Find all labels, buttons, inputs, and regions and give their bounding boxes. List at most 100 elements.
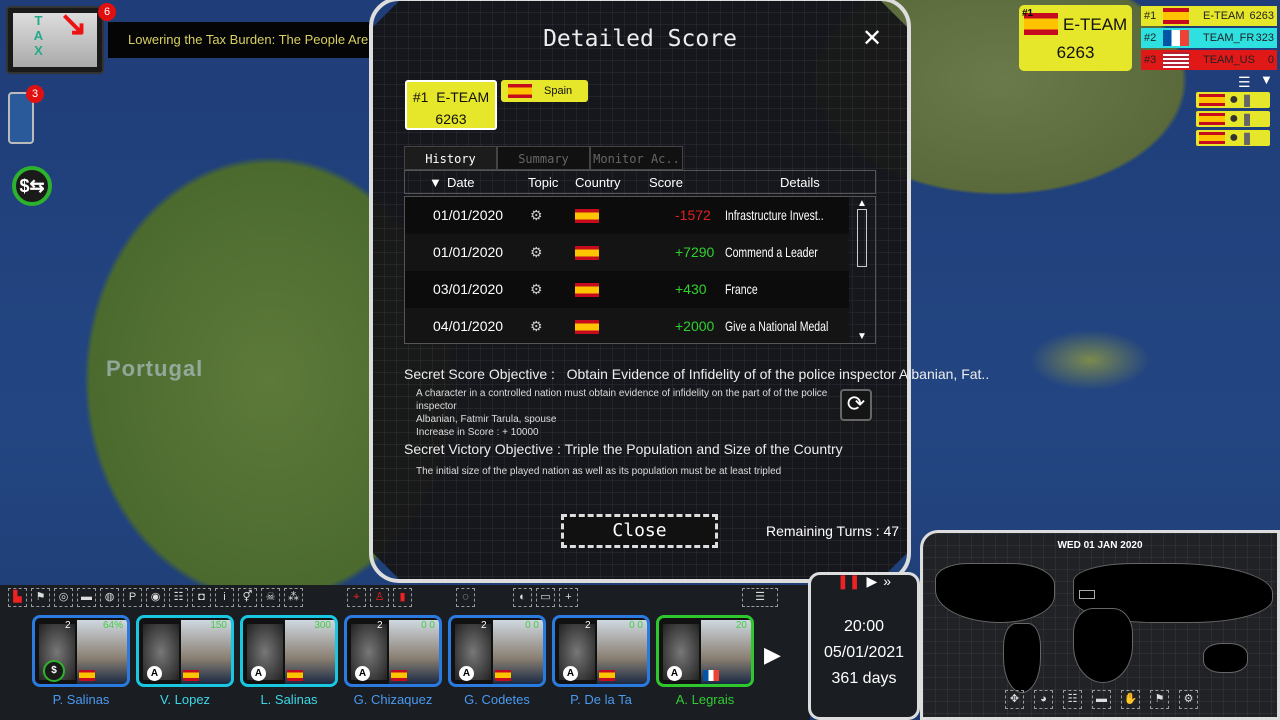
table-header: ▼ Date Topic Country Score Details <box>404 170 876 194</box>
spain-flag-icon <box>1199 113 1225 125</box>
palette-icon[interactable]: ◕ <box>1034 690 1053 709</box>
gender-icon[interactable]: ⚥ <box>238 588 257 607</box>
clock-days: 361 days <box>831 670 897 687</box>
scroll-thumb[interactable] <box>857 209 867 267</box>
character-name[interactable]: G. Chizaquez <box>353 692 433 707</box>
diplomacy-icon[interactable]: ✋ <box>1121 690 1140 709</box>
tank-icon[interactable]: ▬ <box>77 588 96 607</box>
column-date[interactable]: Date <box>447 175 475 190</box>
spain-flag-icon <box>1199 132 1225 144</box>
flag-icon[interactable]: ⚑ <box>31 588 50 607</box>
add-person-icon[interactable]: ♙ <box>370 588 389 607</box>
character-card[interactable]: 2 64% $ <box>32 615 130 687</box>
column-country[interactable]: Country <box>575 175 621 190</box>
election-icon[interactable]: ⚑ <box>1150 690 1169 709</box>
shield-icon[interactable]: ▮ <box>393 588 412 607</box>
sort-desc-icon[interactable]: ▼ <box>429 175 442 190</box>
spain-flag-icon <box>508 84 532 98</box>
camera-icon[interactable]: ◉ <box>146 588 165 607</box>
leaderboard-row[interactable]: #1 E-TEAM 6263 <box>1141 6 1277 26</box>
menu-icon[interactable]: ☰ <box>1238 74 1251 90</box>
fast-forward-button[interactable]: » <box>883 573 892 589</box>
table-row[interactable]: 04/01/2020 ⚙ +2000 Give a National Medal <box>405 308 849 343</box>
population-icon[interactable]: ☷ <box>1063 690 1082 709</box>
character-name[interactable]: G. Codetes <box>464 692 530 707</box>
es-flag-icon <box>183 670 199 681</box>
balaclava-icon[interactable]: ◘ <box>192 588 211 607</box>
secret-score-objective: Secret Score Objective : Obtain Evidence… <box>404 366 989 382</box>
play-button[interactable]: ▶ <box>866 573 878 589</box>
group-icon[interactable]: ☰ <box>742 588 778 607</box>
scroll-down-icon[interactable]: ▼ <box>857 331 867 342</box>
team-score: 0 <box>1267 54 1274 66</box>
next-page-icon[interactable]: ▶ <box>764 642 781 667</box>
portrait-icon[interactable]: ◐ <box>513 588 532 607</box>
family-icon[interactable]: ☷ <box>169 588 188 607</box>
close-icon[interactable]: ✕ <box>862 25 883 52</box>
globe-icon[interactable]: ◍ <box>100 588 119 607</box>
tax-icon: TAX <box>31 13 46 58</box>
table-row[interactable]: 01/01/2020 ⚙ -1572 Infrastructure Invest.. <box>405 197 849 234</box>
character-name[interactable]: P. Salinas <box>52 692 110 707</box>
spain-flag-icon <box>575 283 599 297</box>
controlled-country-row[interactable]: ● ▮ <box>1196 110 1270 128</box>
money-exchange-icon[interactable]: $ <box>43 660 65 682</box>
refresh-objective-button[interactable]: ⟳ <box>840 389 872 421</box>
settings-icon[interactable]: ⚙ <box>1179 690 1198 709</box>
tab-history[interactable]: History <box>404 146 497 170</box>
row-date: 01/01/2020 <box>433 207 504 223</box>
money-exchange-icon[interactable]: $⇆ <box>12 166 52 206</box>
skull-icon[interactable]: ☠ <box>261 588 280 607</box>
leaderboard-row[interactable]: #2 TEAM_FR 323 <box>1141 28 1277 48</box>
character-card[interactable]: 300 A <box>240 615 338 687</box>
character-name[interactable]: L. Salinas <box>260 692 318 707</box>
network-icon[interactable]: ⁂ <box>284 588 303 607</box>
column-details[interactable]: Details <box>780 175 820 190</box>
military-icon[interactable]: ▬ <box>1092 690 1111 709</box>
character-card[interactable]: 2 0 0 A <box>448 615 546 687</box>
pause-button[interactable]: ❚❚ <box>836 573 861 589</box>
character-card[interactable]: 2 0 0 A <box>552 615 650 687</box>
scrollbar[interactable]: ▲ ▼ <box>856 198 868 342</box>
team-score-panel[interactable]: #1 E-TEAM 6263 <box>1019 5 1132 71</box>
location-pin-icon[interactable]: ⌖ <box>347 588 366 607</box>
column-score[interactable]: Score <box>649 175 683 190</box>
character-name[interactable]: P. De la Ta <box>570 692 632 707</box>
column-topic[interactable]: Topic <box>528 175 559 190</box>
team-card[interactable]: #1 E-TEAM 6263 <box>405 80 497 130</box>
building-icon[interactable]: ▙ <box>8 588 27 607</box>
country-chip[interactable]: Spain <box>501 80 588 102</box>
tab-summary[interactable]: Summary <box>497 146 590 170</box>
character-card[interactable]: 2 0 0 A <box>344 615 442 687</box>
table-row[interactable]: 01/01/2020 ⚙ +7290 Commend a Leader <box>405 234 849 271</box>
parking-icon[interactable]: P <box>123 588 142 607</box>
controlled-country-row[interactable]: ● ▮ <box>1196 129 1270 147</box>
target-icon[interactable]: ◌ <box>456 588 475 607</box>
character-card[interactable]: 150 A <box>136 615 234 687</box>
character-name[interactable]: A. Legrais <box>675 692 735 707</box>
mask-icon[interactable]: ◎ <box>54 588 73 607</box>
scroll-up-icon[interactable]: ▲ <box>857 198 867 209</box>
row-details: France <box>725 281 758 297</box>
world-minimap[interactable] <box>920 530 1280 720</box>
table-row[interactable]: 03/01/2020 ⚙ +430 France <box>405 271 849 308</box>
viewport-indicator[interactable] <box>1079 590 1095 599</box>
collapse-icon[interactable]: ▼ <box>1260 72 1273 87</box>
spain-flag-icon <box>575 320 599 334</box>
character-level: 2 <box>481 620 487 631</box>
news-thumbnail[interactable]: TAX ↘ <box>6 6 104 74</box>
tab-monitor-actions[interactable]: Monitor Ac.. <box>590 146 683 170</box>
character-card[interactable]: 20 A <box>656 615 754 687</box>
team-rank: #1 <box>412 89 429 105</box>
leaderboard-row[interactable]: #3 TEAM_US 0 <box>1141 50 1277 70</box>
controlled-country-row[interactable]: ● ▮ <box>1196 91 1270 109</box>
secret-score-label: Secret Score Objective : <box>404 366 555 382</box>
news-ticker[interactable]: Lowering the Tax Burden: The People Are … <box>108 22 370 58</box>
spain-flag-icon <box>1199 94 1225 106</box>
locate-icon[interactable]: ✥ <box>1005 690 1024 709</box>
character-name[interactable]: V. Lopez <box>159 692 211 707</box>
plus-icon[interactable]: + <box>559 588 578 607</box>
spain-flag-icon[interactable]: ▭ <box>536 588 555 607</box>
close-button[interactable]: Close <box>561 514 718 548</box>
info-icon[interactable]: i <box>215 588 234 607</box>
